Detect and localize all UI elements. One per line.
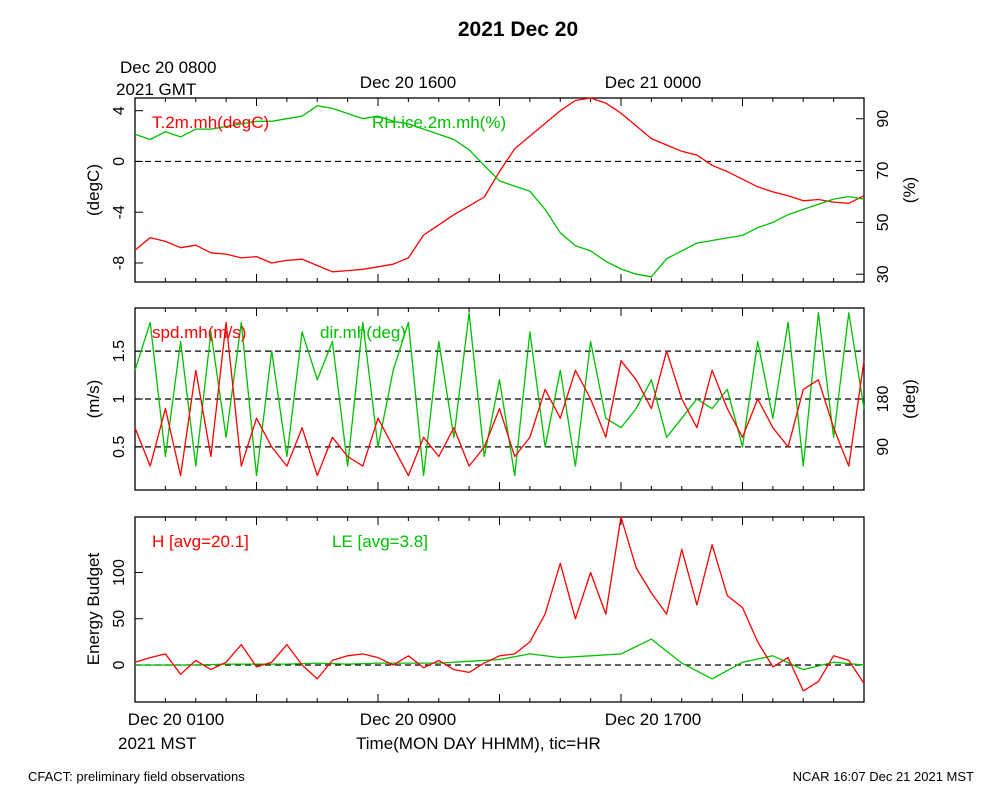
y-tick-label: 50 [111, 610, 128, 628]
wind-speed-line [134, 321, 865, 477]
y2-tick-label: 30 [875, 265, 892, 283]
humidity-line [134, 105, 865, 278]
panel2-legend-direction: dir.mh(deg) [320, 323, 406, 342]
y2-tick-label: 90 [875, 110, 892, 128]
bottom-axis-year-label: 2021 MST [118, 734, 196, 753]
panel2-legend-speed: spd.mh(m/s) [152, 323, 246, 342]
top-axis-left-line2: 2021 GMT [116, 80, 196, 99]
y-tick-label: -4 [111, 205, 128, 219]
bottom-axis-tick-label-1: Dec 20 0100 [128, 710, 224, 729]
y-tick-label: 0 [111, 660, 128, 669]
y-tick-label: 1 [111, 394, 128, 403]
x-axis-title: Time(MON DAY HHMM), tic=HR [356, 734, 601, 753]
top-axis-tick-label-1: Dec 20 1600 [360, 73, 456, 92]
y2-tick-label: 70 [875, 162, 892, 180]
bottom-axis-tick-label-3: Dec 20 1700 [605, 710, 701, 729]
h-line [134, 516, 865, 692]
y2-tick-label: 50 [875, 213, 892, 231]
chart-title: 2021 Dec 20 [458, 18, 578, 41]
bottom-axis-tick-label-2: Dec 20 0900 [360, 710, 456, 729]
wind-direction-line [134, 312, 865, 477]
panel3-legend-h: H [avg=20.1] [152, 532, 249, 551]
y-tick-label: 4 [111, 106, 128, 115]
panel3-legend-le: LE [avg=3.8] [332, 532, 428, 551]
footer-left-note: CFACT: preliminary field observations [28, 769, 245, 784]
panel1-legend-humidity: RH.ice.2m.mh(%) [372, 113, 506, 132]
y2-tick-label: 180 [875, 386, 892, 413]
top-axis-left-line1: Dec 20 0800 [120, 58, 216, 77]
y-tick-label: 0 [111, 157, 128, 166]
panel2-right-axis-label: (deg) [900, 379, 919, 419]
y2-tick-label: 90 [875, 438, 892, 456]
panel1-left-axis-label: (degC) [84, 164, 103, 216]
panel1-right-axis-label: (%) [900, 177, 919, 203]
footer-right-note: NCAR 16:07 Dec 21 2021 MST [793, 769, 974, 784]
top-axis-tick-label-2: Dec 21 0000 [605, 73, 701, 92]
y-tick-label: 0.5 [111, 436, 128, 458]
le-line [135, 638, 865, 680]
temperature-line [134, 97, 865, 273]
panel3-left-axis-label: Energy Budget [84, 552, 103, 665]
y-tick-label: 100 [111, 559, 128, 586]
y-tick-label: -8 [111, 256, 128, 270]
y-tick-label: 1.5 [111, 340, 128, 362]
panel1-legend-temperature: T.2m.mh(degC) [152, 113, 269, 132]
panel2-left-axis-label: (m/s) [84, 380, 103, 419]
